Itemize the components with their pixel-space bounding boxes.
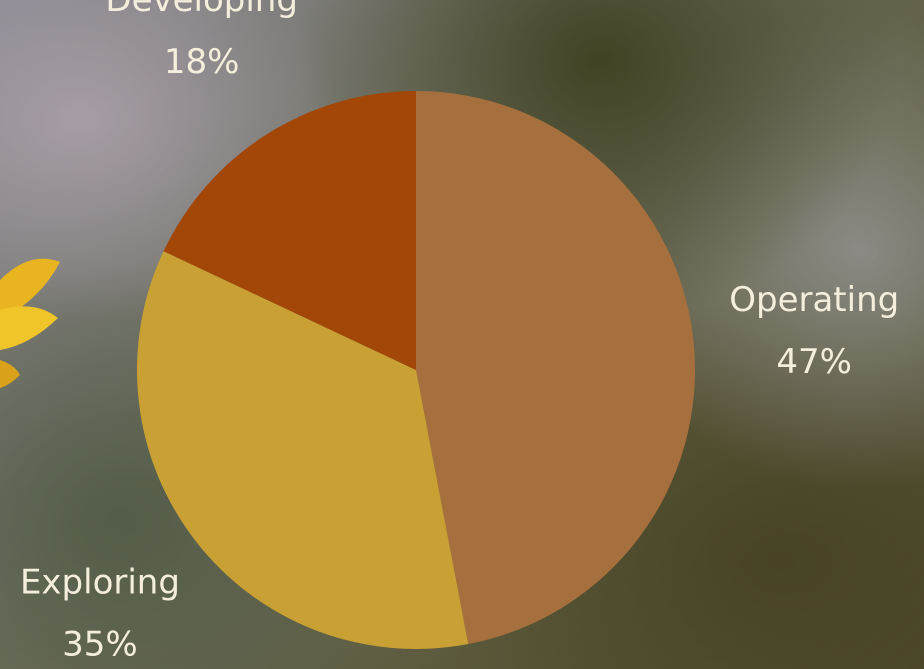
slice-value: 35% [62,625,138,665]
pie-slice [136,251,469,650]
slice-label: Exploring [20,563,180,603]
petal [0,360,20,388]
slice-value: 47% [776,342,852,382]
pie-slice [163,91,416,370]
pie-slice [416,91,696,645]
flower [0,258,60,388]
slice-label: Operating [729,280,899,320]
slice-value: 18% [164,42,240,82]
petal [0,258,60,320]
slice-label: Developing [105,0,298,20]
petal [0,306,58,350]
